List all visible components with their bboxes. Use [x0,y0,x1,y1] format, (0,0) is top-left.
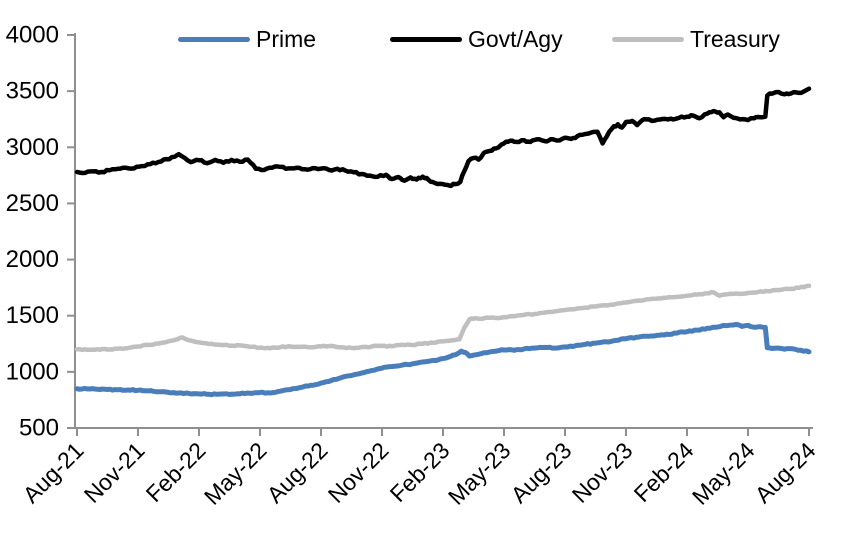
treasury-line-swatch-icon [612,36,684,42]
x-tick-label: Aug-22 [262,437,333,508]
y-tick-label: 2500 [6,190,59,217]
govt-agy-line-swatch-icon [390,36,462,42]
legend-item-prime[interactable]: Prime [178,24,316,54]
legend-label-govt-agy: Govt/Agy [468,26,563,52]
x-tick-label: May-24 [687,437,760,510]
y-tick-label: 1500 [6,302,59,329]
series-line-treasury [74,283,812,353]
x-tick-label: Feb-22 [141,437,211,507]
prime-line-swatch-icon [178,36,250,42]
series-line-govt-agy [74,86,812,189]
legend-item-govt-agy[interactable]: Govt/Agy [390,24,563,54]
x-tick-label: Aug-23 [506,437,577,508]
y-tick-label: 3000 [6,134,59,161]
x-tick-label: Feb-23 [385,437,455,507]
x-tick-label: Nov-23 [567,437,638,508]
x-tick-label: Feb-24 [629,437,699,507]
legend-label-prime: Prime [256,26,317,52]
x-tick-label: Aug-21 [18,437,89,508]
x-tick-label: May-23 [443,437,516,510]
legend-item-treasury[interactable]: Treasury [612,24,780,54]
series-line-prime [74,322,812,398]
y-tick-label: 4000 [6,22,59,49]
chart-legend: Prime Govt/Agy Treasury [0,24,852,54]
x-tick-label: Aug-24 [750,437,821,508]
x-tick-label: Nov-22 [323,437,394,508]
x-tick-label: May-22 [199,437,272,510]
legend-label-treasury: Treasury [690,26,780,52]
y-tick-label: 2000 [6,246,59,273]
x-tick-label: Nov-21 [79,437,150,508]
y-tick-label: 3500 [6,78,59,105]
y-tick-label: 1000 [6,358,59,385]
y-tick-label: 500 [19,415,59,442]
